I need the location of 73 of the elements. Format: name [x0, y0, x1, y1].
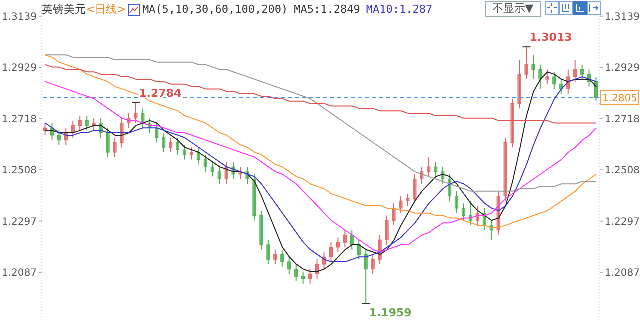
candlestick	[538, 64, 542, 90]
candlestick	[106, 128, 110, 158]
candlestick	[288, 256, 292, 275]
candlestick	[385, 215, 389, 246]
candlestick	[294, 264, 298, 282]
candlestick	[546, 69, 550, 85]
candlestick	[329, 242, 334, 263]
ref-line-label: 1.2805	[602, 94, 638, 105]
candlestick	[392, 203, 396, 226]
candlestick	[462, 203, 466, 222]
y-tick-label: 1.2297	[2, 216, 37, 228]
candlestick	[532, 54, 536, 80]
candlestick	[210, 162, 214, 178]
candlestick	[182, 144, 187, 160]
candlestick	[580, 64, 584, 80]
candlestick	[162, 132, 166, 153]
candlestick	[141, 108, 145, 129]
candlestick	[113, 137, 117, 158]
candlestick	[399, 196, 403, 214]
candlestick	[364, 249, 368, 304]
y-tick-label: 1.2087	[2, 268, 37, 280]
y2-tick-label: 1.2508	[605, 166, 640, 177]
candlestick	[190, 147, 194, 160]
candlestick	[434, 162, 438, 178]
candlestick	[454, 190, 459, 214]
candlestick	[413, 174, 417, 204]
candlestick	[406, 193, 410, 207]
candlestick	[552, 72, 556, 90]
chart-subtitle: <日线>	[86, 2, 126, 17]
candlestick	[176, 137, 180, 156]
candlestick	[308, 268, 312, 284]
candlestick	[204, 154, 208, 172]
annotation: MA(5,10,30,60,100,200)	[142, 3, 288, 16]
candlestick	[120, 118, 124, 148]
y-tick-label: 1.2718	[2, 114, 37, 126]
y2-tick-label: 1.2297	[605, 216, 640, 228]
candlestick	[57, 130, 61, 146]
candlestick	[85, 115, 89, 132]
candlestick	[274, 249, 278, 265]
candlestick	[357, 240, 361, 260]
candlestick	[134, 102, 138, 124]
candlestick	[574, 59, 578, 82]
candlestick	[336, 237, 340, 253]
annotation: 1.2784	[139, 86, 182, 100]
candlestick	[315, 259, 320, 280]
y-tick-label: 1.3139	[2, 12, 37, 23]
candlestick	[127, 113, 131, 129]
candlestick	[78, 115, 82, 132]
candlestick	[427, 156, 431, 178]
line-series	[44, 64, 598, 124]
y2-tick-label: 1.3139	[605, 12, 640, 23]
candlestick	[246, 166, 250, 185]
candlestick	[218, 166, 222, 185]
annotation: MA5:1.2849	[294, 3, 360, 16]
candlestick	[168, 137, 173, 153]
chart-title: 英镑美元	[42, 2, 86, 17]
candlestick	[371, 254, 375, 275]
annotation: MA10:1.287	[366, 3, 433, 16]
candlestick	[302, 271, 306, 284]
annotation: 1.3013	[530, 31, 572, 44]
candlestick	[266, 240, 270, 265]
candlestick	[280, 249, 284, 268]
candlestick	[378, 234, 382, 265]
candlestick	[343, 230, 347, 248]
candlestick	[560, 78, 564, 95]
candlestick	[524, 46, 528, 80]
y-tick-label: 1.2508	[2, 166, 37, 177]
y2-tick-label: 1.2087	[605, 268, 640, 280]
annotation: 不显示▼	[485, 1, 541, 17]
y2-tick-label: 1.2929	[605, 63, 640, 74]
annotation: 1.1959	[369, 306, 412, 320]
y-tick-label: 1.2929	[2, 63, 37, 74]
y2-tick-label: 1.2718	[605, 114, 640, 126]
